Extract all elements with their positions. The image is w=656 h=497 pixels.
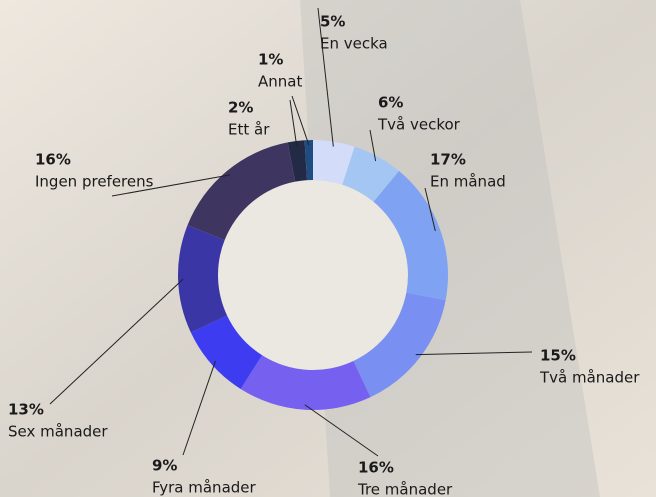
value-label: 5%: [320, 13, 345, 31]
category-label: Sex månader: [8, 423, 108, 441]
value-label: 17%: [430, 151, 466, 169]
donut-hole: [218, 180, 408, 370]
category-label: Annat: [258, 73, 302, 91]
value-label: 16%: [358, 459, 394, 477]
category-label: Fyra månader: [152, 479, 257, 497]
value-label: 16%: [35, 151, 71, 169]
category-label: Två veckor: [377, 116, 461, 134]
value-label: 1%: [258, 51, 283, 69]
category-label: Ingen preferens: [35, 173, 154, 191]
category-label: Två månader: [539, 369, 640, 387]
value-label: 13%: [8, 401, 44, 419]
value-label: 6%: [378, 94, 403, 112]
category-label: Tre månader: [357, 481, 453, 497]
value-label: 15%: [540, 347, 576, 365]
value-label: 2%: [228, 99, 253, 117]
category-label: En vecka: [320, 35, 388, 53]
value-label: 9%: [152, 457, 177, 475]
category-label: En månad: [430, 173, 506, 191]
category-label: Ett år: [228, 121, 270, 139]
chart: 5% En vecka 6% Två veckor 17% En månad 15% Två …: [0, 0, 656, 497]
